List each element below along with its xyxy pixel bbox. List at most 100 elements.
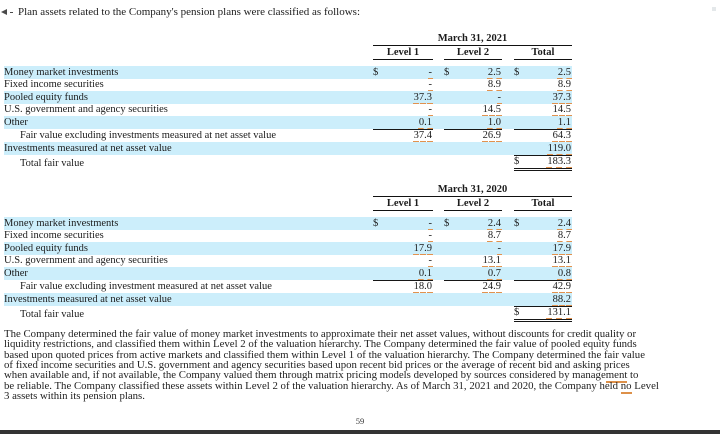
currency-symbol-cell	[444, 104, 458, 117]
total-value-cell: 37.3	[528, 91, 573, 104]
row-label: Fixed income securities	[4, 230, 104, 241]
currency-symbol-cell	[514, 255, 528, 268]
level1-value-cell: -	[387, 217, 433, 230]
tagged-value: 119.0	[546, 142, 573, 155]
currency-symbol-cell	[373, 255, 387, 268]
tagged-value: 17.9	[551, 242, 573, 255]
page-bottom-rule	[0, 430, 720, 434]
currency-symbol-cell	[514, 293, 528, 306]
currency-symbol-cell	[514, 142, 528, 155]
column-gap	[433, 129, 444, 142]
currency-symbol-cell	[444, 116, 458, 130]
paragraph-line: be reliable. The Company classified thes…	[4, 379, 720, 394]
tagged-value: 2.4	[556, 217, 573, 230]
tagged-value: 13.1	[551, 255, 573, 267]
level1-value-cell: 18.0	[387, 280, 433, 293]
tagged-value: -	[427, 230, 433, 242]
currency-symbol-cell	[373, 267, 387, 281]
level1-value-cell: 17.9	[387, 242, 433, 255]
tagged-value: 2.5	[486, 66, 502, 79]
column-gap	[433, 66, 444, 79]
column-gap	[433, 46, 444, 60]
empty-cell	[4, 32, 373, 46]
level1-value-cell: 0.1	[387, 116, 433, 130]
total-value-cell: 2.5	[528, 66, 573, 79]
empty-cell	[4, 46, 373, 60]
currency-symbol-cell	[514, 79, 528, 92]
currency-symbol-cell: $	[514, 66, 528, 79]
column-gap	[502, 267, 514, 280]
tagged-value: -	[427, 66, 433, 79]
column-gap	[502, 197, 514, 211]
table-row: Other 0.1 0.7 0.8	[4, 267, 573, 281]
row-label: U.S. government and agency securities	[4, 104, 168, 115]
column-gap	[433, 91, 444, 104]
currency-symbol-cell	[514, 129, 528, 142]
column-header-total: Total	[514, 196, 573, 211]
currency-symbol-cell	[373, 79, 387, 92]
currency-symbol-cell	[444, 230, 458, 243]
tagged-value: -	[427, 79, 433, 91]
table-row: Other 0.1 1.0 1.1	[4, 116, 573, 130]
table-column-header-row: Level 1 Level 2 Total	[4, 45, 573, 60]
paragraph-line: liquidity restrictions, and classified t…	[4, 339, 720, 350]
tagged-value: -	[496, 91, 502, 104]
currency-symbol-cell	[514, 230, 528, 243]
column-gap	[502, 217, 514, 230]
table-row: Pooled equity funds 37.3 - 37.3	[4, 91, 573, 104]
column-gap	[502, 66, 514, 79]
currency-symbol-cell	[444, 142, 458, 155]
body-paragraph: The Company determined the fair value of…	[4, 329, 720, 402]
column-gap	[433, 142, 444, 155]
currency-symbol-cell: $	[514, 154, 528, 171]
fair-value-table-2020: March 31, 2020 Level 1 Level 2 Total Money m…	[4, 183, 573, 322]
currency-symbol-cell	[373, 293, 387, 306]
currency-symbol-cell: $	[373, 66, 387, 79]
currency-symbol-cell: $	[514, 305, 528, 322]
bullet-dash-icon	[10, 11, 13, 13]
currency-symbol-cell	[444, 129, 458, 142]
total-value-cell: 8.9	[528, 79, 573, 91]
total-value-cell: 1.1	[528, 116, 573, 130]
currency-symbol-cell	[444, 280, 458, 293]
tagged-value: 8.9	[486, 79, 502, 91]
currency-symbol-cell	[444, 267, 458, 281]
currency-symbol-cell	[514, 267, 528, 281]
table-row: Investments measured at net asset value 8…	[4, 293, 573, 306]
row-label: Money market investments	[4, 66, 373, 79]
tagged-value: 8.9	[556, 79, 573, 91]
level2-value-cell: 8.9	[458, 79, 502, 91]
total-value-cell: 8.7	[528, 230, 573, 242]
row-label: U.S. government and agency securities	[4, 255, 168, 266]
currency-symbol-cell	[514, 104, 528, 117]
tagged-value: 14.5	[481, 104, 502, 116]
currency-symbol-cell: $	[444, 217, 458, 230]
level2-value-cell	[458, 293, 502, 306]
total-value-cell: 88.2	[528, 293, 573, 306]
currency-symbol-cell	[373, 155, 387, 170]
tagged-value: 183.3	[546, 156, 573, 167]
row-label: Other	[4, 116, 373, 129]
tagged-value: 14.5	[551, 104, 573, 116]
currency-symbol-cell	[373, 142, 387, 155]
level2-value-cell	[458, 142, 502, 155]
level2-value-cell: 0.7	[458, 267, 502, 281]
tagged-value: -	[427, 104, 433, 116]
row-label: Pooled equity funds	[4, 91, 373, 104]
column-gap	[502, 293, 514, 306]
tagged-text: no	[620, 379, 632, 394]
paragraph-text: to	[627, 369, 639, 382]
column-gap	[433, 293, 444, 306]
tagged-value: 0.1	[417, 116, 433, 128]
level1-value-cell	[387, 293, 433, 306]
currency-symbol-cell	[514, 116, 528, 130]
table-row: Fixed income securities - 8.7 8.7	[4, 230, 573, 243]
level1-value-cell: 37.3	[387, 91, 433, 104]
column-header-level-1: Level 1	[373, 196, 433, 211]
level1-value-cell: 37.4	[387, 129, 433, 142]
tagged-value: 0.1	[417, 267, 433, 279]
table-row: Money market investments $ - $2.4 $2.4	[4, 217, 573, 230]
column-gap	[502, 242, 514, 255]
total-value-cell: 42.9	[528, 280, 573, 293]
tagged-value: 26.9	[481, 130, 502, 142]
